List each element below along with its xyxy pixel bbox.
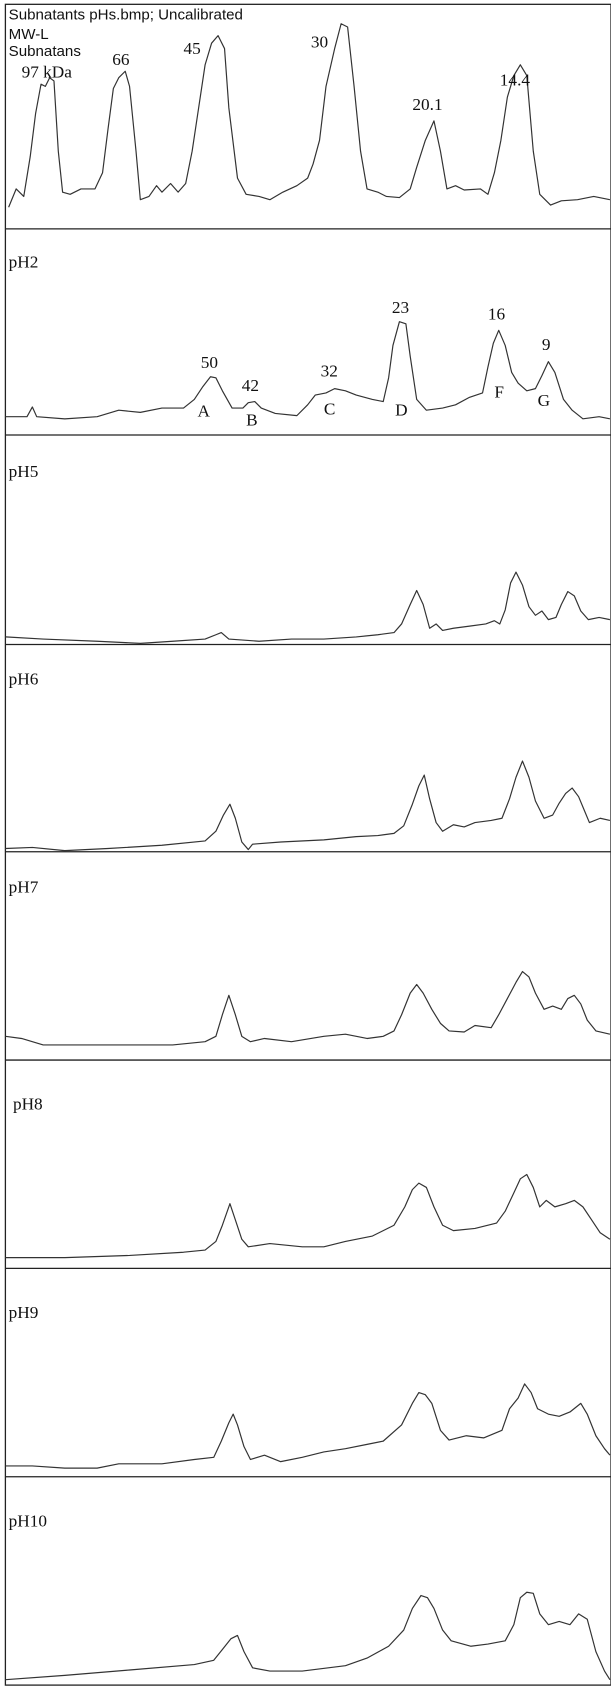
band-label: D <box>395 401 407 420</box>
band-label: G <box>538 391 550 410</box>
band-label: A <box>198 402 211 421</box>
peak-label: 9 <box>542 335 551 354</box>
trace <box>8 23 611 208</box>
header-line: MW-L <box>9 26 49 43</box>
band-label: C <box>324 400 336 419</box>
figure-body: Subnatants pHs.bmp; Uncalibrated MW-LSubn… <box>4 3 611 1686</box>
marker-label: 45 <box>184 39 201 58</box>
panel-label: pH9 <box>9 1303 39 1322</box>
panel-label: pH7 <box>9 878 39 897</box>
trace <box>5 571 611 644</box>
trace <box>5 970 611 1046</box>
marker-label: 66 <box>112 50 130 69</box>
peak-label: 16 <box>488 305 506 324</box>
outer-frame <box>4 3 611 1686</box>
marker-label: 97 kDa <box>22 63 73 82</box>
panel-label: pH2 <box>9 253 39 272</box>
trace <box>5 1383 611 1469</box>
trace <box>5 1591 611 1681</box>
marker-label: 30 <box>311 32 328 51</box>
band-label: B <box>246 410 258 429</box>
peak-label: 23 <box>392 298 409 317</box>
marker-label: 20.1 <box>412 95 442 114</box>
panel-label: pH8 <box>13 1095 43 1114</box>
peak-label: 32 <box>321 362 338 381</box>
header-line: Subnatans <box>9 43 82 60</box>
trace <box>5 1173 611 1259</box>
peak-label: 42 <box>242 376 259 395</box>
trace <box>5 321 611 420</box>
trace <box>5 760 611 852</box>
marker-label: 14.4 <box>500 70 531 89</box>
panel-label: pH5 <box>9 462 39 481</box>
panel-label: pH6 <box>9 669 39 688</box>
peak-label: 50 <box>201 353 218 372</box>
header-line: Subnatants pHs.bmp; Uncalibrated <box>9 6 243 23</box>
panel-label: pH10 <box>9 1511 47 1530</box>
band-label: F <box>494 382 504 401</box>
